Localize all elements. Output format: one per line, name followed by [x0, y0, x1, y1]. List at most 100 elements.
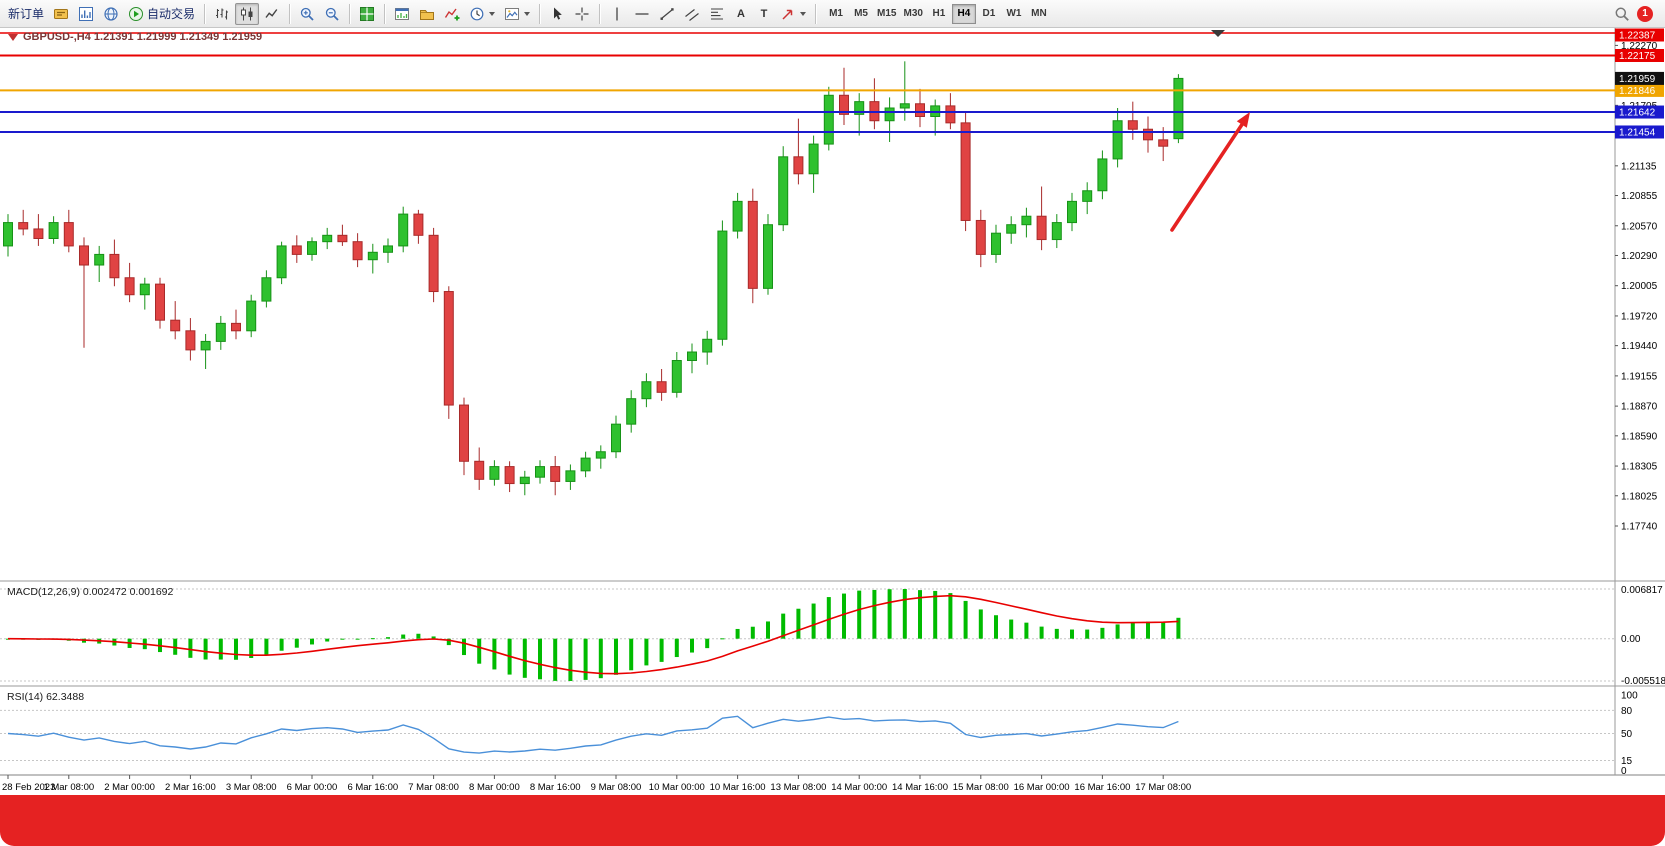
search-icon[interactable] — [1614, 6, 1630, 22]
time-axis-label: 2 Mar 16:00 — [165, 782, 216, 793]
candle-body — [1158, 139, 1169, 147]
rsi-line — [7, 715, 1179, 754]
price-axis-label: 1.17740 — [1621, 522, 1658, 533]
template-image-icon — [505, 7, 520, 20]
timeframe-button-m30[interactable]: M30 — [900, 4, 925, 24]
text-label-tool-button[interactable]: T — [753, 3, 775, 25]
auto-trading-button[interactable]: 自动交易 — [124, 3, 199, 25]
market-watch-button[interactable] — [74, 3, 98, 25]
price-level-tag — [1615, 125, 1664, 139]
timeframe-button-w1[interactable]: W1 — [1002, 4, 1026, 24]
macd-bar — [644, 638, 649, 666]
macd-bar — [887, 589, 892, 639]
timeframe-button-m15[interactable]: M15 — [874, 4, 899, 24]
globe-icon — [104, 6, 118, 21]
trend-arrow-annotation[interactable] — [1170, 112, 1250, 232]
toolbar-separator — [384, 3, 386, 24]
timeframe-button-mn[interactable]: MN — [1027, 4, 1051, 24]
candle-body — [185, 330, 196, 351]
macd-bar — [477, 638, 482, 664]
channel-tool-button[interactable] — [680, 3, 704, 25]
candle-body — [504, 466, 515, 485]
candle-body — [155, 283, 165, 321]
macd-bar — [1100, 627, 1105, 639]
macd-bar — [1146, 621, 1150, 639]
time-axis-label: 9 Mar 08:00 — [591, 782, 642, 793]
price-axis-label: 1.20290 — [1621, 251, 1658, 262]
chart-shift-marker[interactable] — [1211, 30, 1225, 37]
price-axis-label: 1.18305 — [1621, 462, 1658, 473]
web-terminal-button[interactable] — [99, 3, 123, 25]
candle-body — [1067, 200, 1077, 224]
chart-canvas[interactable]: 1.222701.217051.211351.208551.205701.202… — [0, 28, 1665, 795]
arrows-tool-button[interactable] — [776, 3, 810, 25]
macd-bar — [568, 638, 573, 681]
candle-body — [94, 253, 105, 266]
candle-body — [1097, 158, 1108, 192]
price-level-tag — [1615, 28, 1664, 42]
periods-button[interactable] — [465, 3, 499, 25]
crosshair-icon — [575, 7, 589, 20]
macd-bar — [735, 628, 740, 639]
price-level-tag — [1615, 48, 1664, 62]
zoom-out-button[interactable] — [320, 3, 344, 25]
timeframe-button-m5[interactable]: M5 — [849, 4, 873, 24]
order-history-button[interactable] — [49, 3, 73, 25]
indicators-button[interactable] — [440, 3, 464, 25]
candle-body — [200, 340, 211, 351]
cursor-button[interactable] — [545, 3, 569, 25]
candle-body — [1036, 215, 1047, 241]
candle-body — [231, 322, 241, 332]
notification-badge[interactable]: 1 — [1637, 5, 1653, 22]
candlestick-chart-button[interactable] — [235, 2, 260, 25]
crosshair-button[interactable] — [570, 3, 594, 25]
time-axis-label: 14 Mar 16:00 — [892, 782, 948, 793]
templates-button[interactable] — [500, 3, 534, 25]
order-history-icon — [54, 8, 69, 19]
macd-axis-label: -0.005518 — [1621, 676, 1665, 687]
price-level-tag-label: 1.22175 — [1619, 51, 1656, 62]
tile-windows-button[interactable] — [355, 3, 379, 25]
zoom-in-button[interactable] — [295, 3, 319, 25]
one-click-trading-toggle-icon[interactable] — [8, 33, 18, 41]
candle-body — [367, 251, 378, 261]
price-level-tag-label: 1.21454 — [1619, 127, 1656, 138]
timeframe-button-m1[interactable]: M1 — [824, 4, 848, 24]
time-axis-label: 14 Mar 00:00 — [831, 782, 887, 793]
text-tool-button[interactable]: A — [730, 3, 752, 25]
bar-chart-button[interactable] — [210, 3, 234, 25]
macd-bar — [720, 638, 725, 640]
candle-body — [33, 228, 44, 239]
price-axis-label: 1.19720 — [1621, 311, 1658, 322]
candle-body — [246, 300, 257, 332]
candle-body — [124, 277, 135, 296]
symbol-ohlc-text: GBPUSD-,H4 1.21391 1.21999 1.21349 1.219… — [23, 31, 263, 43]
candle-body — [899, 103, 910, 109]
macd-indicator-label: MACD(12,26,9) 0.002472 0.001692 — [7, 586, 174, 598]
macd-bar — [614, 638, 618, 675]
trendline-tool-button[interactable] — [655, 3, 679, 25]
candle-body — [63, 222, 74, 247]
fibonacci-tool-button[interactable] — [705, 3, 729, 25]
vertical-line-tool-button[interactable] — [605, 3, 629, 25]
profiles-button[interactable] — [415, 3, 439, 25]
macd-bar — [188, 638, 193, 658]
candle-body — [48, 222, 59, 239]
price-axis-label: 1.21135 — [1621, 161, 1657, 172]
candle-body — [307, 241, 317, 255]
macd-bar — [218, 638, 223, 660]
channel-icon — [685, 8, 699, 21]
timeframe-button-h4[interactable]: H4 — [951, 3, 976, 24]
line-chart-button[interactable] — [260, 3, 284, 25]
timeframe-button-d1[interactable]: D1 — [977, 4, 1001, 24]
timeframe-button-h1[interactable]: H1 — [927, 4, 951, 24]
candle-body — [443, 291, 454, 406]
candle-body — [839, 94, 849, 115]
candle-body — [109, 253, 120, 279]
horizontal-line-tool-button[interactable] — [630, 3, 654, 25]
new-chart-button[interactable] — [390, 3, 414, 25]
macd-bar — [1054, 628, 1059, 639]
candle-body — [215, 322, 226, 342]
new-order-button[interactable]: 新订单 — [4, 3, 48, 25]
